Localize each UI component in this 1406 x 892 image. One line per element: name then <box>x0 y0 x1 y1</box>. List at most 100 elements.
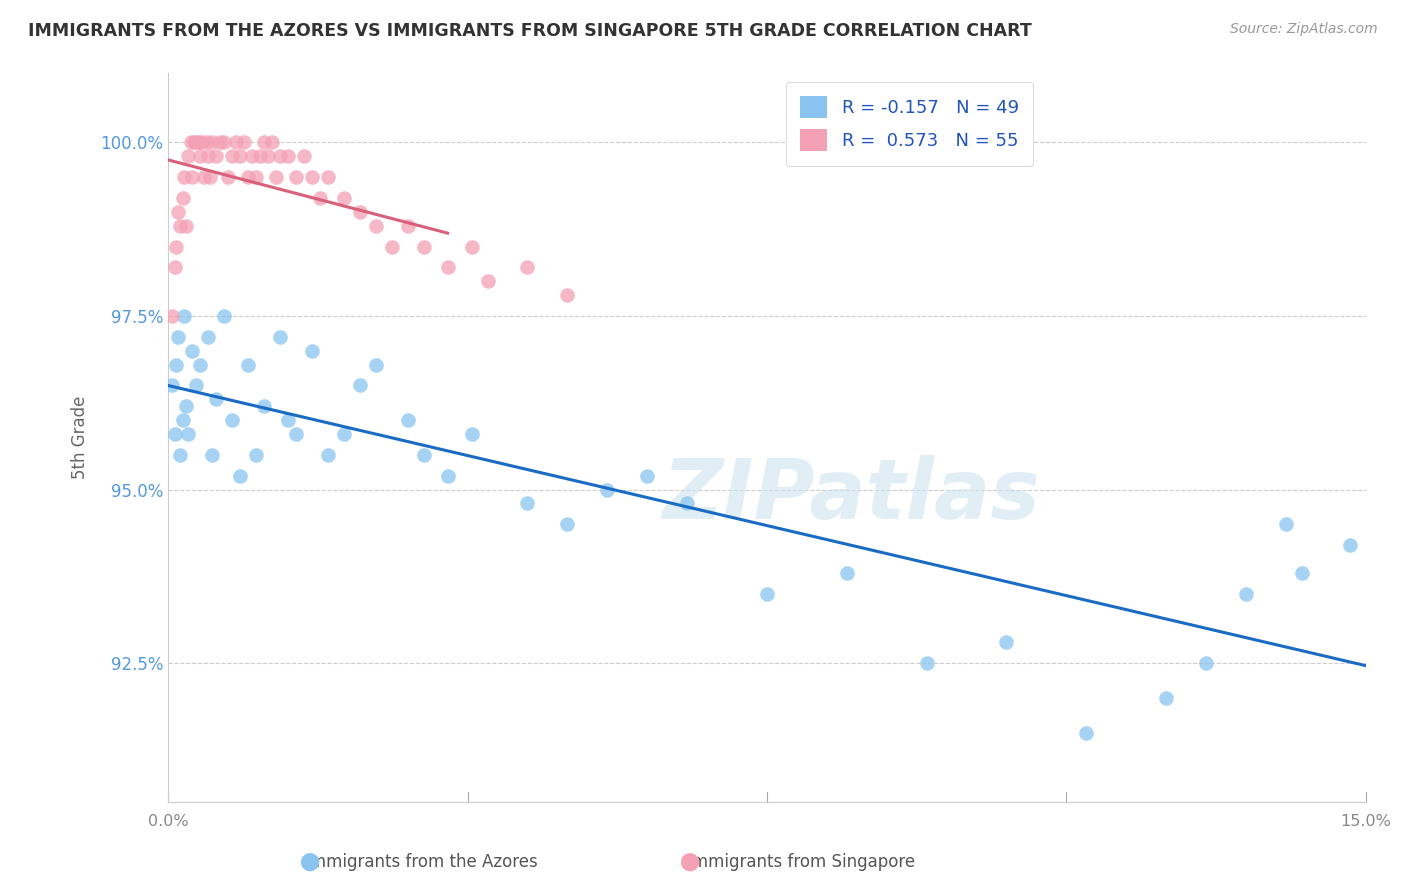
Point <box>186 378 208 392</box>
Point <box>212 136 235 150</box>
Point <box>163 260 186 275</box>
Point <box>460 239 482 253</box>
Point <box>165 239 187 253</box>
Point <box>264 170 287 185</box>
Point <box>205 392 228 407</box>
Legend: R = -0.157   N = 49, R =  0.573   N = 55: R = -0.157 N = 49, R = 0.573 N = 55 <box>786 82 1033 166</box>
Point <box>364 358 387 372</box>
Point <box>229 468 252 483</box>
Point <box>205 149 228 163</box>
Point <box>269 330 291 344</box>
Point <box>636 468 658 483</box>
Point <box>333 191 356 205</box>
Point <box>169 448 191 462</box>
Point <box>477 274 499 288</box>
Point <box>557 288 579 302</box>
Point <box>284 427 307 442</box>
Point <box>166 330 188 344</box>
Point <box>292 149 315 163</box>
Point <box>1076 725 1098 739</box>
Text: 15.0%: 15.0% <box>1340 814 1391 830</box>
Text: ZIPatlas: ZIPatlas <box>662 455 1039 536</box>
Point <box>516 496 538 510</box>
Point <box>229 149 252 163</box>
Point <box>221 149 243 163</box>
Point <box>995 635 1018 649</box>
Point <box>201 448 224 462</box>
Point <box>1339 538 1361 552</box>
Point <box>173 170 195 185</box>
Point <box>217 170 239 185</box>
Point <box>209 136 232 150</box>
Point <box>245 170 267 185</box>
Point <box>412 448 434 462</box>
Point <box>316 170 339 185</box>
Point <box>557 517 579 532</box>
Point <box>253 399 276 413</box>
Point <box>160 378 183 392</box>
Point <box>160 309 183 323</box>
Point <box>183 136 205 150</box>
Point <box>225 136 247 150</box>
Point <box>1274 517 1296 532</box>
Point <box>301 343 323 358</box>
Point <box>172 413 194 427</box>
Point <box>193 170 215 185</box>
Point <box>177 427 200 442</box>
Point <box>177 149 200 163</box>
Point <box>201 136 224 150</box>
Point <box>174 219 197 233</box>
Point <box>596 483 619 497</box>
Point <box>188 358 211 372</box>
Point <box>316 448 339 462</box>
Text: ⬤: ⬤ <box>679 853 699 871</box>
Point <box>436 260 458 275</box>
Point <box>436 468 458 483</box>
Point <box>1291 566 1313 580</box>
Point <box>187 136 209 150</box>
Point <box>195 136 218 150</box>
Point <box>198 170 221 185</box>
Point <box>188 149 211 163</box>
Point <box>755 587 778 601</box>
Point <box>180 136 202 150</box>
Point <box>212 309 235 323</box>
Point <box>172 191 194 205</box>
Text: Source: ZipAtlas.com: Source: ZipAtlas.com <box>1230 22 1378 37</box>
Point <box>221 413 243 427</box>
Point <box>284 170 307 185</box>
Point <box>364 219 387 233</box>
Point <box>181 343 204 358</box>
Point <box>349 204 371 219</box>
Text: 0.0%: 0.0% <box>148 814 188 830</box>
Point <box>396 219 419 233</box>
Point <box>277 413 299 427</box>
Point <box>169 219 191 233</box>
Point <box>240 149 263 163</box>
Point <box>1195 656 1218 670</box>
Point <box>173 309 195 323</box>
Point <box>676 496 699 510</box>
Point <box>333 427 356 442</box>
Point <box>257 149 280 163</box>
Point <box>460 427 482 442</box>
Point <box>190 136 212 150</box>
Text: Immigrants from Singapore: Immigrants from Singapore <box>688 853 915 871</box>
Text: IMMIGRANTS FROM THE AZORES VS IMMIGRANTS FROM SINGAPORE 5TH GRADE CORRELATION CH: IMMIGRANTS FROM THE AZORES VS IMMIGRANTS… <box>28 22 1032 40</box>
Point <box>915 656 938 670</box>
Point <box>163 427 186 442</box>
Point <box>412 239 434 253</box>
Text: ⬤: ⬤ <box>299 853 319 871</box>
Point <box>1154 690 1177 705</box>
Point <box>165 358 187 372</box>
Point <box>396 413 419 427</box>
Point <box>309 191 332 205</box>
Point <box>233 136 256 150</box>
Point <box>197 149 219 163</box>
Point <box>277 149 299 163</box>
Point <box>349 378 371 392</box>
Point <box>381 239 404 253</box>
Point <box>269 149 291 163</box>
Point <box>174 399 197 413</box>
Point <box>1234 587 1257 601</box>
